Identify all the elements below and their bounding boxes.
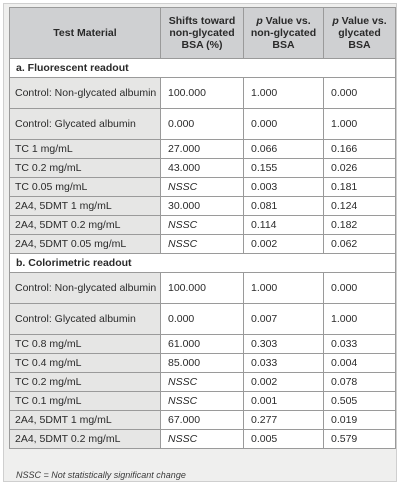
- material-cell: Control: Non-glycated albumin: [9, 77, 161, 109]
- shift-cell: NSSC: [160, 429, 244, 449]
- table-row: 2A4, 5DMT 0.05 mg/mL NSSC 0.002 0.062: [9, 234, 396, 254]
- header-p-value-glycated: p Value vs. glycated BSA: [323, 7, 396, 59]
- p-glycated-cell: 1.000: [323, 108, 396, 140]
- material-cell: Control: Glycated albumin: [9, 303, 161, 335]
- section-header-row: b. Colorimetric readout: [9, 253, 396, 273]
- material-cell: TC 0.1 mg/mL: [9, 391, 161, 411]
- p-glycated-cell: 0.000: [323, 272, 396, 304]
- p-glycated-cell: 0.019: [323, 410, 396, 430]
- p-non-glycated-cell: 0.002: [243, 372, 324, 392]
- shift-cell: 30.000: [160, 196, 244, 216]
- material-cell: Control: Non-glycated albumin: [9, 272, 161, 304]
- p-non-glycated-cell: 0.066: [243, 139, 324, 159]
- material-cell: TC 1 mg/mL: [9, 139, 161, 159]
- p-glycated-cell: 0.000: [323, 77, 396, 109]
- section-header-row: a. Fluorescent readout: [9, 58, 396, 78]
- footnote: NSSC = Not statistically significant cha…: [16, 470, 186, 480]
- section-title: a. Fluorescent readout: [9, 58, 396, 78]
- material-cell: 2A4, 5DMT 0.2 mg/mL: [9, 215, 161, 235]
- section-title: b. Colorimetric readout: [9, 253, 396, 273]
- shift-cell: NSSC: [160, 177, 244, 197]
- shift-cell: 0.000: [160, 108, 244, 140]
- p-non-glycated-cell: 1.000: [243, 77, 324, 109]
- material-cell: 2A4, 5DMT 0.2 mg/mL: [9, 429, 161, 449]
- p-non-glycated-cell: 0.005: [243, 429, 324, 449]
- p-symbol: p: [332, 15, 339, 27]
- shift-cell: NSSC: [160, 372, 244, 392]
- table-row: TC 1 mg/mL 27.000 0.066 0.166: [9, 139, 396, 159]
- shift-cell: 43.000: [160, 158, 244, 178]
- p-glycated-cell: 0.166: [323, 139, 396, 159]
- material-cell: 2A4, 5DMT 1 mg/mL: [9, 196, 161, 216]
- material-cell: TC 0.2 mg/mL: [9, 158, 161, 178]
- shift-cell: 100.000: [160, 272, 244, 304]
- p-non-glycated-cell: 0.303: [243, 334, 324, 354]
- table-row: 2A4, 5DMT 0.2 mg/mL NSSC 0.114 0.182: [9, 215, 396, 235]
- shift-cell: 0.000: [160, 303, 244, 335]
- p-glycated-cell: 0.505: [323, 391, 396, 411]
- material-cell: Control: Glycated albumin: [9, 108, 161, 140]
- table-row: Control: Non-glycated albumin 100.000 1.00…: [9, 77, 396, 109]
- p-non-glycated-cell: 0.000: [243, 108, 324, 140]
- results-table: Test Material Shifts toward non-glycated…: [9, 7, 396, 449]
- p-non-glycated-cell: 0.081: [243, 196, 324, 216]
- table-row: TC 0.05 mg/mL NSSC 0.003 0.181: [9, 177, 396, 197]
- table-row: Control: Glycated albumin 0.000 0.000 1.000: [9, 108, 396, 140]
- table-row: TC 0.1 mg/mL NSSC 0.001 0.505: [9, 391, 396, 411]
- p-glycated-cell: 0.062: [323, 234, 396, 254]
- p-non-glycated-cell: 1.000: [243, 272, 324, 304]
- p-non-glycated-cell: 0.003: [243, 177, 324, 197]
- table-row: TC 0.4 mg/mL 85.000 0.033 0.004: [9, 353, 396, 373]
- header-p-gly-text: Value vs. glycated BSA: [338, 15, 387, 51]
- shift-cell: 85.000: [160, 353, 244, 373]
- table-row: 2A4, 5DMT 1 mg/mL 67.000 0.277 0.019: [9, 410, 396, 430]
- material-cell: TC 0.4 mg/mL: [9, 353, 161, 373]
- p-non-glycated-cell: 0.114: [243, 215, 324, 235]
- material-cell: 2A4, 5DMT 0.05 mg/mL: [9, 234, 161, 254]
- p-glycated-cell: 0.579: [323, 429, 396, 449]
- p-symbol: p: [256, 15, 263, 27]
- table-row: Control: Non-glycated albumin 100.000 1.00…: [9, 272, 396, 304]
- shift-cell: NSSC: [160, 234, 244, 254]
- p-non-glycated-cell: 0.277: [243, 410, 324, 430]
- material-cell: 2A4, 5DMT 1 mg/mL: [9, 410, 161, 430]
- table-row: TC 0.2 mg/mL 43.000 0.155 0.026: [9, 158, 396, 178]
- shift-cell: 100.000: [160, 77, 244, 109]
- p-non-glycated-cell: 0.002: [243, 234, 324, 254]
- p-glycated-cell: 0.124: [323, 196, 396, 216]
- header-row: Test Material Shifts toward non-glycated…: [9, 7, 396, 59]
- p-glycated-cell: 0.026: [323, 158, 396, 178]
- p-glycated-cell: 0.182: [323, 215, 396, 235]
- material-cell: TC 0.2 mg/mL: [9, 372, 161, 392]
- p-non-glycated-cell: 0.155: [243, 158, 324, 178]
- shift-cell: NSSC: [160, 391, 244, 411]
- table-body: a. Fluorescent readout Control: Non-glyca…: [9, 58, 396, 449]
- table-row: 2A4, 5DMT 0.2 mg/mL NSSC 0.005 0.579: [9, 429, 396, 449]
- p-non-glycated-cell: 0.001: [243, 391, 324, 411]
- p-non-glycated-cell: 0.033: [243, 353, 324, 373]
- header-test-material: Test Material: [9, 7, 161, 59]
- shift-cell: 67.000: [160, 410, 244, 430]
- p-glycated-cell: 0.033: [323, 334, 396, 354]
- p-glycated-cell: 0.004: [323, 353, 396, 373]
- shift-cell: NSSC: [160, 215, 244, 235]
- material-cell: TC 0.05 mg/mL: [9, 177, 161, 197]
- p-glycated-cell: 1.000: [323, 303, 396, 335]
- table-row: Control: Glycated albumin 0.000 0.007 1.000: [9, 303, 396, 335]
- header-shifts: Shifts toward non-glycated BSA (%): [160, 7, 244, 59]
- shift-cell: 61.000: [160, 334, 244, 354]
- p-non-glycated-cell: 0.007: [243, 303, 324, 335]
- p-glycated-cell: 0.078: [323, 372, 396, 392]
- table-row: 2A4, 5DMT 1 mg/mL 30.000 0.081 0.124: [9, 196, 396, 216]
- table-row: TC 0.8 mg/mL 61.000 0.303 0.033: [9, 334, 396, 354]
- shift-cell: 27.000: [160, 139, 244, 159]
- header-p-value-non-glycated: p Value vs. non-glycated BSA: [243, 7, 324, 59]
- p-glycated-cell: 0.181: [323, 177, 396, 197]
- material-cell: TC 0.8 mg/mL: [9, 334, 161, 354]
- table-row: TC 0.2 mg/mL NSSC 0.002 0.078: [9, 372, 396, 392]
- table-panel: Test Material Shifts toward non-glycated…: [3, 3, 397, 482]
- header-p-non-text: Value vs. non-glycated BSA: [250, 15, 317, 51]
